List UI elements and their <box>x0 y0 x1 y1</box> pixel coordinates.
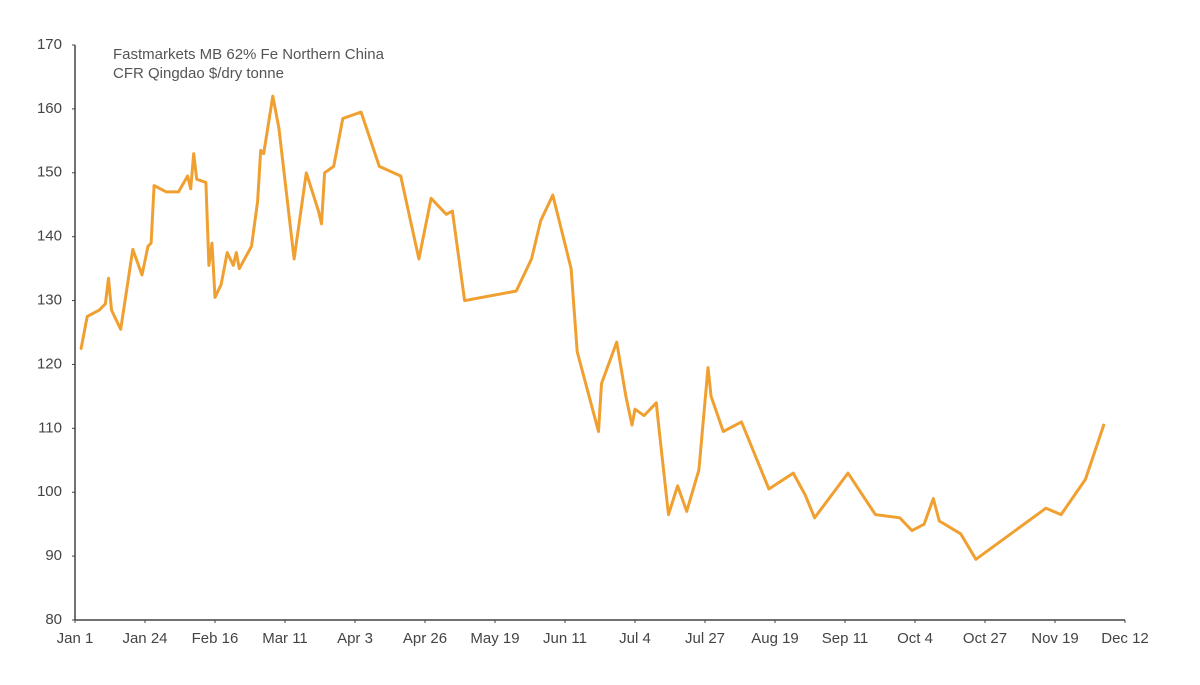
y-tick-label: 120 <box>37 355 62 372</box>
x-tick-label: Dec 12 <box>1101 630 1149 647</box>
y-tick-label: 90 <box>45 547 62 564</box>
x-tick-label: Nov 19 <box>1031 630 1079 647</box>
x-tick-label: Jul 27 <box>685 630 725 647</box>
x-tick-label: Jan 1 <box>57 630 94 647</box>
y-tick-label: 170 <box>37 36 62 53</box>
y-tick-label: 140 <box>37 228 62 245</box>
y-tick-label: 110 <box>38 419 62 436</box>
x-tick-label: Sep 11 <box>822 630 868 647</box>
x-tick-label: May 19 <box>470 630 519 647</box>
x-tick-label: Mar 11 <box>262 630 308 647</box>
chart-title: CFR Qingdao $/dry tonne <box>113 65 284 82</box>
chart-title: Fastmarkets MB 62% Fe Northern China <box>113 46 385 63</box>
x-tick-label: Oct 27 <box>963 630 1007 647</box>
x-tick-label: Aug 19 <box>751 630 799 647</box>
y-tick-label: 130 <box>37 292 62 309</box>
x-tick-label: Jun 11 <box>543 630 587 647</box>
x-tick-label: Apr 26 <box>403 630 447 647</box>
x-tick-label: Feb 16 <box>192 630 239 647</box>
y-tick-label: 80 <box>45 611 62 628</box>
x-tick-label: Jul 4 <box>619 630 651 647</box>
price-line <box>79 94 1106 561</box>
x-tick-label: Apr 3 <box>337 630 373 647</box>
y-tick-label: 150 <box>37 164 62 181</box>
y-tick-label: 160 <box>37 100 62 117</box>
x-tick-label: Oct 4 <box>897 630 933 647</box>
x-tick-label: Jan 24 <box>122 630 167 647</box>
y-tick-label: 100 <box>37 483 62 500</box>
